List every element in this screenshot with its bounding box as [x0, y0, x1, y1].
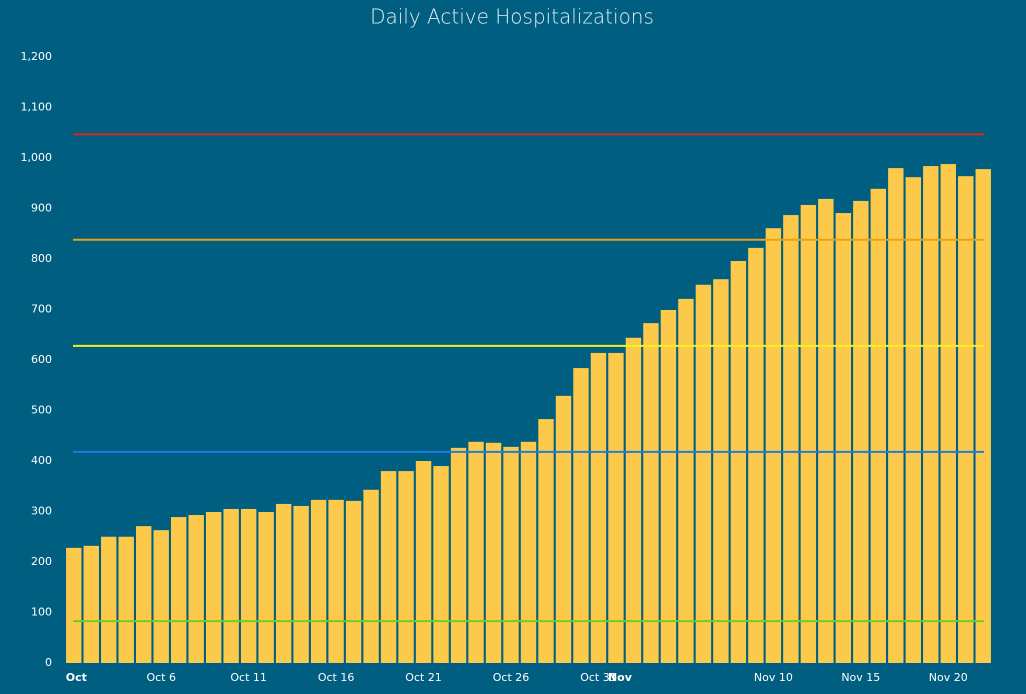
bar [293, 505, 309, 663]
bar [555, 395, 572, 663]
bar [818, 198, 834, 663]
y-tick-label: 400 [31, 454, 52, 467]
bar [695, 284, 712, 663]
x-tick-label: Nov 20 [929, 671, 968, 684]
y-tick-label: 100 [31, 606, 52, 619]
bar [853, 200, 869, 664]
bar [170, 517, 187, 663]
y-tick-label: 700 [31, 303, 52, 316]
bar [835, 213, 852, 664]
bar [870, 188, 887, 663]
y-tick-label: 1,000 [21, 151, 53, 164]
bar [83, 545, 99, 663]
y-tick-label: 200 [31, 555, 52, 568]
bar [783, 215, 799, 663]
x-tick-label: Oct 21 [405, 671, 442, 684]
x-tick-label: Oct [66, 671, 87, 684]
bar [713, 279, 729, 663]
bar [275, 503, 292, 663]
bar [205, 512, 222, 663]
bar [101, 536, 117, 663]
y-tick-label: 500 [31, 404, 52, 417]
bar [538, 419, 554, 663]
bar [188, 515, 204, 663]
bar [660, 310, 677, 663]
bar [888, 168, 904, 663]
bar [415, 461, 432, 663]
bar [240, 508, 257, 663]
x-tick-label: Nov 10 [754, 671, 793, 684]
bar [380, 471, 397, 663]
bar [433, 466, 449, 663]
bar [450, 447, 467, 663]
bar [153, 530, 169, 663]
bar [468, 441, 484, 663]
bar [66, 547, 82, 663]
y-tick-label: 800 [31, 252, 52, 265]
x-tick-label: Oct 16 [318, 671, 355, 684]
x-tick-label: Oct 11 [230, 671, 267, 684]
bar [118, 536, 134, 663]
bar [345, 500, 362, 663]
chart-title: Daily Active Hospitalizations [370, 5, 654, 29]
bar [608, 352, 624, 663]
bar [625, 337, 642, 663]
bar [643, 323, 659, 663]
x-tick-label: Oct 6 [146, 671, 176, 684]
x-tick-label: Oct 31 [580, 671, 617, 684]
bar [328, 499, 344, 663]
bar [485, 442, 502, 663]
bar [730, 261, 747, 663]
bar [975, 169, 991, 664]
y-tick-label: 1,200 [21, 50, 53, 63]
bar [940, 164, 956, 663]
bar [503, 446, 519, 663]
bar [520, 441, 537, 663]
x-tick-label: Nov 15 [841, 671, 880, 684]
bar [765, 228, 782, 663]
bar [573, 368, 589, 663]
y-tick-label: 300 [31, 505, 52, 518]
bar [258, 512, 274, 663]
bar [958, 176, 974, 663]
bar [363, 489, 379, 663]
bar [800, 204, 817, 663]
bar [905, 177, 921, 663]
bar [678, 298, 694, 663]
bar [398, 471, 414, 663]
bar [223, 508, 239, 663]
bar [136, 526, 152, 663]
y-tick-label: 600 [31, 353, 52, 366]
bar [748, 247, 764, 663]
y-tick-label: 900 [31, 202, 52, 215]
x-tick-label: Nov [608, 671, 633, 684]
bar [923, 166, 939, 663]
x-tick-label: Oct 26 [493, 671, 530, 684]
bar [310, 499, 327, 663]
y-tick-label: 1,100 [21, 101, 53, 114]
y-tick-label: 0 [45, 656, 52, 669]
bar [590, 352, 607, 663]
